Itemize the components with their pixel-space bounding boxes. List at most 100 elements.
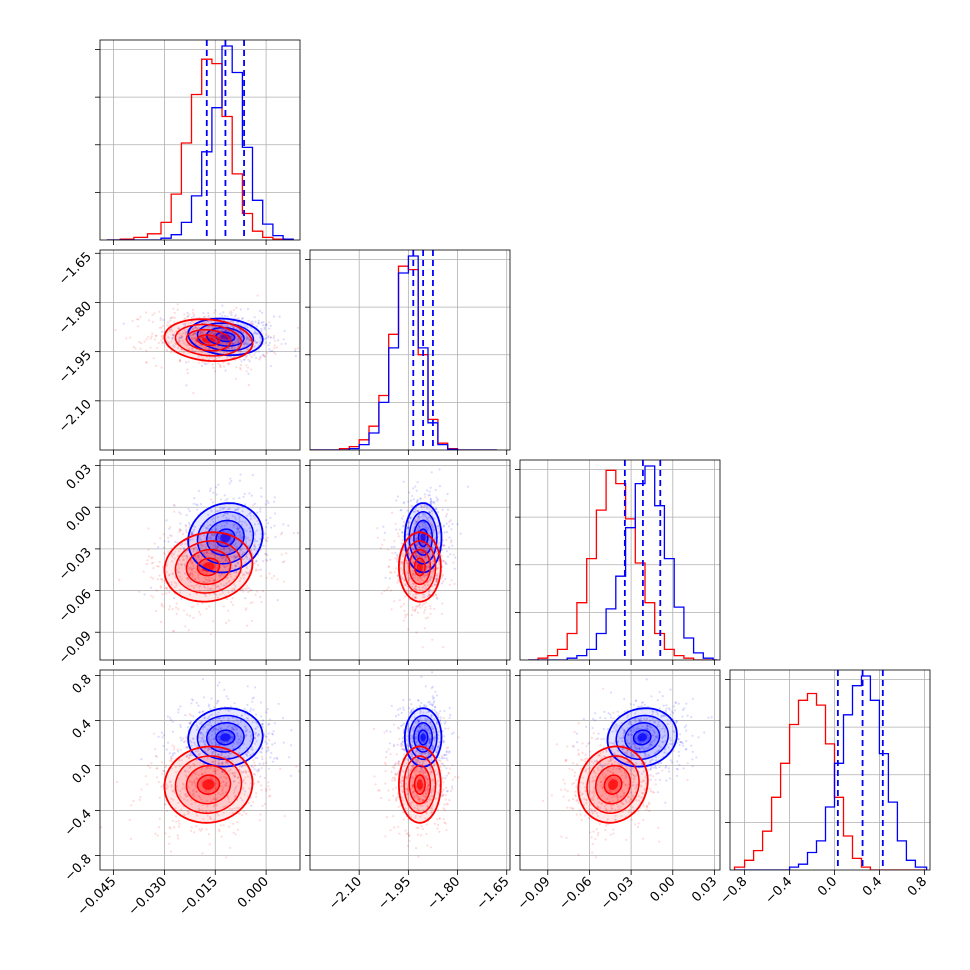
sample-point: [208, 578, 211, 582]
sample-point: [411, 582, 414, 585]
sample-point: [186, 799, 189, 802]
sample-point: [210, 320, 213, 323]
sample-point: [236, 733, 239, 736]
sample-point: [225, 339, 228, 342]
sample-point: [204, 767, 207, 771]
sample-point: [161, 773, 164, 776]
sample-point: [246, 335, 249, 338]
sample-point: [428, 553, 431, 556]
sample-point: [186, 613, 189, 616]
sample-point: [253, 543, 256, 546]
sample-point: [254, 341, 258, 344]
sample-point: [189, 573, 192, 576]
sample-point: [221, 770, 224, 773]
sample-point: [424, 771, 428, 774]
sample-point: [170, 757, 173, 760]
sample-point: [419, 797, 422, 800]
sample-point: [249, 589, 252, 592]
sample-point: [423, 611, 426, 614]
sample-point: [190, 698, 193, 701]
sample-point: [274, 535, 277, 539]
sample-point: [266, 554, 269, 557]
sample-point: [204, 321, 207, 324]
sample-point: [215, 546, 218, 550]
sample-point: [401, 811, 404, 814]
sample-point: [246, 703, 249, 707]
sample-point: [298, 770, 300, 773]
sample-point: [219, 363, 222, 367]
sample-point: [395, 528, 398, 531]
sample-point: [258, 543, 261, 546]
sample-point: [212, 818, 215, 822]
sample-point: [441, 575, 444, 578]
sample-point: [191, 533, 194, 536]
sample-point: [159, 318, 162, 322]
sample-point: [240, 360, 243, 363]
sample-point: [415, 769, 419, 773]
sample-point: [221, 788, 224, 791]
sample-point: [232, 587, 236, 591]
sample-point: [225, 516, 228, 519]
sample-point: [402, 515, 405, 518]
sample-point: [210, 734, 214, 737]
sample-point: [199, 546, 202, 549]
sample-point: [229, 310, 232, 313]
sample-point: [430, 570, 433, 573]
sample-point: [417, 729, 420, 732]
sample-point: [436, 499, 439, 502]
sample-point: [246, 514, 249, 517]
sample-point: [428, 738, 432, 741]
sample-point: [254, 733, 257, 736]
sample-point: [225, 781, 228, 785]
sample-point: [217, 792, 220, 795]
sample-point: [253, 742, 256, 746]
sample-point: [253, 737, 257, 740]
sample-point: [259, 510, 262, 513]
sample-point: [187, 507, 190, 511]
sample-point: [260, 321, 263, 324]
sample-point: [424, 771, 427, 775]
sample-point: [436, 694, 439, 697]
sample-point: [160, 335, 163, 338]
sample-point: [211, 534, 214, 537]
sample-point: [222, 557, 225, 560]
sample-point: [438, 532, 441, 535]
sample-point: [203, 716, 206, 719]
sample-point: [428, 588, 431, 592]
sample-point: [416, 555, 419, 559]
sample-point: [241, 317, 244, 320]
sample-point: [259, 507, 262, 511]
sample-point: [389, 730, 392, 733]
sample-point: [237, 781, 240, 784]
sample-point: [167, 341, 170, 344]
sample-point: [410, 787, 413, 791]
sample-point: [213, 533, 216, 537]
sample-point: [138, 340, 141, 343]
sample-point: [434, 706, 437, 709]
sample-point: [441, 544, 444, 547]
sample-point: [187, 313, 190, 316]
sample-point: [236, 719, 239, 722]
sample-point: [412, 763, 415, 767]
sample-point: [162, 546, 166, 549]
sample-point: [424, 775, 427, 778]
sample-point: [262, 762, 265, 765]
sample-point: [410, 710, 413, 714]
sample-point: [184, 740, 187, 743]
sample-point: [242, 587, 245, 591]
sample-point: [236, 727, 239, 730]
sample-point: [169, 827, 172, 830]
sample-point: [161, 579, 164, 582]
sample-point: [437, 823, 440, 827]
sample-point: [445, 767, 448, 770]
sample-point: [440, 790, 444, 794]
sample-point: [421, 579, 424, 582]
sample-point: [236, 561, 240, 564]
sample-point: [263, 532, 266, 535]
sample-point: [201, 331, 204, 334]
sample-point: [415, 741, 418, 744]
sample-point: [442, 646, 445, 649]
sample-point: [156, 565, 159, 568]
sample-point: [195, 701, 198, 704]
sample-point: [254, 351, 257, 354]
